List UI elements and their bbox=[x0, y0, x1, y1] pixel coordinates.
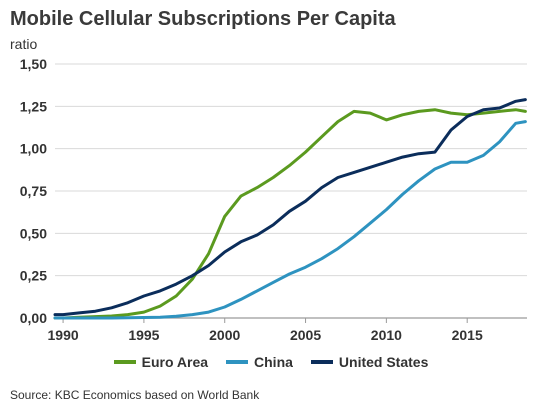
x-tick-label: 2005 bbox=[290, 327, 321, 343]
y-tick-label: 1,25 bbox=[20, 98, 47, 114]
chart-title: Mobile Cellular Subscriptions Per Capita bbox=[10, 8, 396, 30]
legend-label: United States bbox=[338, 354, 429, 370]
legend: Euro Area China United States bbox=[0, 354, 542, 370]
x-tick-label: 1990 bbox=[48, 327, 79, 343]
gridlines bbox=[55, 63, 527, 277]
y-tick-label: 0,75 bbox=[20, 183, 47, 199]
legend-swatch bbox=[226, 360, 249, 364]
y-axis-unit-label: ratio bbox=[10, 36, 38, 52]
x-tick-label: 2000 bbox=[209, 327, 240, 343]
source-note: Source: KBC Economics based on World Ban… bbox=[10, 388, 260, 402]
axes: 0,00 0,25 0,50 0,75 1,00 1,25 1,50 1990 1995 2000… bbox=[20, 56, 527, 343]
x-tick-label: 2010 bbox=[371, 327, 402, 343]
series-line-euro-area bbox=[53, 108, 527, 320]
x-tick-label: 2015 bbox=[452, 327, 483, 343]
legend-item-euro-area: Euro Area bbox=[113, 354, 209, 370]
x-tick-label: 1995 bbox=[128, 327, 159, 343]
y-tick-label: 0,25 bbox=[20, 268, 47, 284]
legend-swatch bbox=[310, 360, 333, 364]
series-line-united-states bbox=[53, 98, 527, 317]
legend-label: China bbox=[254, 354, 293, 370]
y-tick-label: 0,00 bbox=[20, 310, 47, 326]
y-tick-label: 1,00 bbox=[20, 141, 47, 157]
legend-label: Euro Area bbox=[141, 354, 209, 370]
legend-item-united-states: United States bbox=[310, 354, 429, 370]
legend-swatch bbox=[113, 360, 136, 364]
series-lines bbox=[53, 98, 527, 320]
series-line-china bbox=[53, 120, 527, 320]
y-tick-label: 1,50 bbox=[20, 56, 47, 72]
legend-item-china: China bbox=[226, 354, 293, 370]
y-tick-label: 0,50 bbox=[20, 225, 47, 241]
